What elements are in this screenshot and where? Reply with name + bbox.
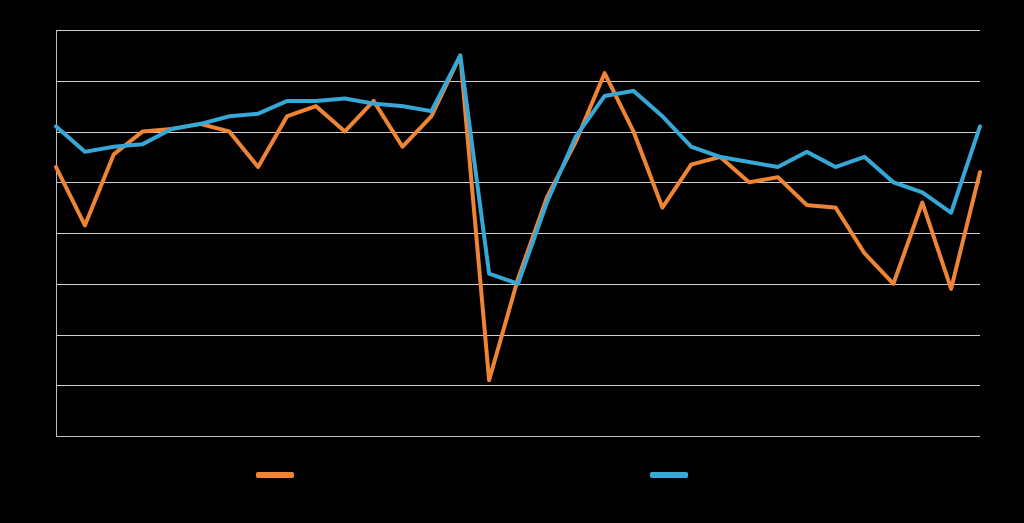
legend-item: [650, 472, 698, 478]
legend-swatch: [650, 472, 688, 478]
series-line-series_a: [56, 55, 980, 380]
legend-item: [256, 472, 304, 478]
legend-swatch: [256, 472, 294, 478]
chart-series-svg: [0, 0, 1024, 523]
chart-legend: [256, 472, 698, 478]
series-line-series_b: [56, 55, 980, 283]
line-chart: [0, 0, 1024, 523]
